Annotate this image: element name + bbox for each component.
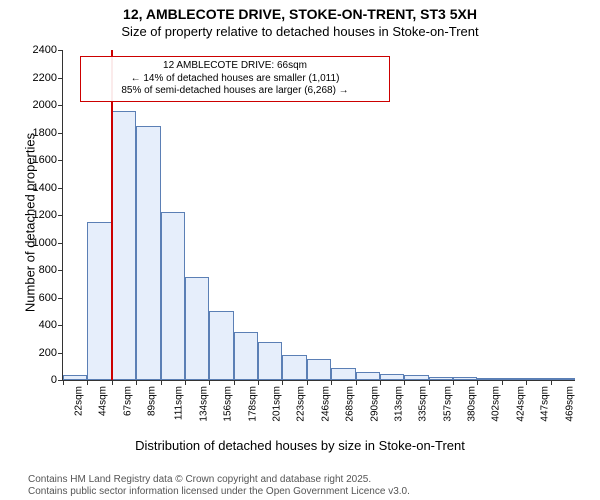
xtick-mark xyxy=(209,380,210,385)
ytick-label: 1400 xyxy=(33,182,63,194)
xtick-mark xyxy=(404,380,405,385)
xtick-label: 44sqm xyxy=(96,386,109,416)
xtick-mark xyxy=(551,380,552,385)
xtick-mark xyxy=(477,380,478,385)
annotation-line1: 12 AMBLECOTE DRIVE: 66sqm xyxy=(87,60,383,73)
xtick-mark xyxy=(356,380,357,385)
chart-title-line2: Size of property relative to detached ho… xyxy=(0,24,600,39)
xtick-label: 380sqm xyxy=(464,386,477,422)
xtick-label: 424sqm xyxy=(513,386,526,422)
xtick-label: 469sqm xyxy=(562,386,575,422)
ytick-label: 600 xyxy=(39,292,63,304)
ytick-label: 2000 xyxy=(33,99,63,111)
xtick-mark xyxy=(63,380,64,385)
y-axis-label: Number of detached properties xyxy=(23,123,38,323)
xtick-mark xyxy=(185,380,186,385)
histogram-bar xyxy=(161,212,185,380)
xtick-label: 447sqm xyxy=(538,386,551,422)
histogram-bar xyxy=(551,378,575,380)
xtick-mark xyxy=(234,380,235,385)
ytick-label: 1600 xyxy=(33,154,63,166)
xtick-mark xyxy=(282,380,283,385)
xtick-mark xyxy=(526,380,527,385)
xtick-label: 357sqm xyxy=(440,386,453,422)
footer-line2: Contains public sector information licen… xyxy=(28,486,410,497)
histogram-bar xyxy=(331,368,355,380)
xtick-label: 178sqm xyxy=(245,386,258,422)
xtick-mark xyxy=(380,380,381,385)
footer-line1: Contains HM Land Registry data © Crown c… xyxy=(28,474,371,485)
xtick-label: 89sqm xyxy=(145,386,158,416)
xtick-mark xyxy=(307,380,308,385)
ytick-label: 2400 xyxy=(33,44,63,56)
xtick-mark xyxy=(161,380,162,385)
xtick-label: 201sqm xyxy=(269,386,282,422)
histogram-bar xyxy=(185,277,209,380)
xtick-label: 111sqm xyxy=(171,386,184,420)
histogram-bar xyxy=(307,359,331,380)
x-axis-label: Distribution of detached houses by size … xyxy=(0,438,600,453)
annotation-box: 12 AMBLECOTE DRIVE: 66sqm ← 14% of detac… xyxy=(80,56,390,102)
histogram-bar xyxy=(136,126,160,380)
xtick-label: 22sqm xyxy=(72,386,85,416)
histogram-bar xyxy=(453,377,477,380)
histogram-bar xyxy=(526,378,550,380)
xtick-label: 134sqm xyxy=(196,386,209,422)
histogram-bar xyxy=(234,332,258,380)
ytick-label: 200 xyxy=(39,347,63,359)
histogram-bar xyxy=(63,375,87,380)
histogram-bar xyxy=(502,378,526,380)
histogram-bar xyxy=(258,342,282,381)
ytick-label: 400 xyxy=(39,319,63,331)
xtick-mark xyxy=(258,380,259,385)
chart-title-line1: 12, AMBLECOTE DRIVE, STOKE-ON-TRENT, ST3… xyxy=(0,6,600,22)
annotation-line2: ← 14% of detached houses are smaller (1,… xyxy=(87,73,383,86)
ytick-label: 800 xyxy=(39,264,63,276)
xtick-label: 313sqm xyxy=(391,386,404,422)
xtick-label: 335sqm xyxy=(416,386,429,422)
ytick-label: 0 xyxy=(51,374,63,386)
xtick-label: 268sqm xyxy=(342,386,355,422)
xtick-label: 67sqm xyxy=(120,386,133,416)
xtick-mark xyxy=(429,380,430,385)
histogram-bar xyxy=(209,311,233,380)
xtick-label: 156sqm xyxy=(221,386,234,422)
ytick-label: 1800 xyxy=(33,127,63,139)
xtick-mark xyxy=(502,380,503,385)
xtick-label: 290sqm xyxy=(367,386,380,422)
xtick-mark xyxy=(331,380,332,385)
histogram-bar xyxy=(380,374,404,380)
histogram-bar xyxy=(404,375,428,380)
histogram-bar xyxy=(429,377,453,380)
xtick-mark xyxy=(453,380,454,385)
ytick-label: 1200 xyxy=(33,209,63,221)
ytick-label: 2200 xyxy=(33,72,63,84)
xtick-mark xyxy=(87,380,88,385)
xtick-label: 223sqm xyxy=(294,386,307,422)
histogram-bar xyxy=(112,111,136,381)
xtick-label: 402sqm xyxy=(489,386,502,422)
histogram-bar xyxy=(282,355,306,380)
histogram-bar xyxy=(477,378,501,380)
annotation-line3: 85% of semi-detached houses are larger (… xyxy=(87,85,383,98)
histogram-bar xyxy=(87,222,111,380)
histogram-bar xyxy=(356,372,380,380)
ytick-label: 1000 xyxy=(33,237,63,249)
xtick-mark xyxy=(112,380,113,385)
xtick-mark xyxy=(136,380,137,385)
xtick-label: 246sqm xyxy=(318,386,331,422)
